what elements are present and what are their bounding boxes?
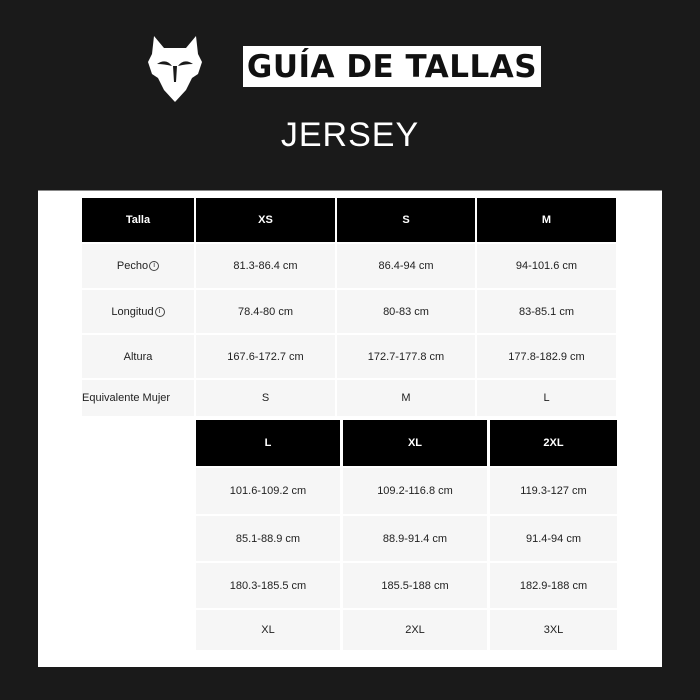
value-cell: M [337,380,475,416]
value-cell-text: 180.3-185.5 cm [229,579,307,592]
value-cell-text: XL [261,624,275,636]
header-cell-text: XS [258,214,273,226]
value-cell: 94-101.6 cm [477,244,616,288]
value-cell: L [477,380,616,416]
row-label-text: Equivalente Mujer [82,392,171,404]
value-cell: 83-85.1 cm [477,290,616,333]
value-cell: 167.6-172.7 cm [196,335,335,378]
row-label-text: Pecho [116,260,149,272]
header-cell: L [196,420,340,466]
value-cell: 81.3-86.4 cm [196,244,335,288]
header-cell-text: M [541,214,552,226]
header-cell: S [337,198,475,242]
info-icon[interactable]: i [154,306,165,317]
row-label: Equivalente Mujer [82,380,194,416]
value-cell-text: 91.4-94 cm [525,532,582,545]
value-cell-text: S [261,392,270,404]
value-cell-text: 2XL [405,624,425,636]
value-cell-text: 81.3-86.4 cm [233,260,298,272]
value-cell: 109.2-116.8 cm [343,468,487,514]
value-cell-text: M [401,392,411,404]
value-cell: 80-83 cm [337,290,475,333]
value-cell: 182.9-188 cm [490,563,617,608]
value-cell-text: L [543,392,550,404]
value-cell-text: 86.4-94 cm [378,260,434,272]
row-label: Pecho i [82,244,194,288]
value-cell-text: 119.3-127 cm [520,485,587,497]
value-cell-text: 80-83 cm [383,305,429,318]
header-cell-text: L [264,437,272,449]
product-subtitle: JERSEY [280,116,420,154]
value-cell: 101.6-109.2 cm [196,468,340,514]
value-cell: 2XL [343,610,487,650]
header-cell: M [477,198,616,242]
value-cell-text: 182.9-188 cm [519,579,588,592]
value-cell: 91.4-94 cm [490,516,617,561]
value-cell: 172.7-177.8 cm [337,335,475,378]
value-cell-text: 85.1-88.9 cm [235,532,301,545]
value-cell-text: 109.2-116.8 cm [377,485,453,497]
fox-logo [148,36,202,102]
value-cell: 85.1-88.9 cm [196,516,340,561]
header-cell: XS [196,198,335,242]
value-cell-text: 3XL [543,624,564,636]
header-cell: XL [343,420,487,466]
value-cell: 86.4-94 cm [337,244,475,288]
value-cell: 3XL [490,610,617,650]
value-cell-text: 101.6-109.2 cm [229,485,307,497]
value-cell: 180.3-185.5 cm [196,563,340,608]
value-cell-text: 83-85.1 cm [518,305,575,318]
value-cell: 119.3-127 cm [490,468,617,514]
value-cell: XL [196,610,340,650]
row-label-text: Longitud [111,305,154,318]
header-cell: 2XL [490,420,617,466]
value-cell-text: 177.8-182.9 cm [508,350,585,363]
header-cell-text: Talla [125,214,151,226]
value-cell-text: 167.6-172.7 cm [227,350,304,363]
value-cell-text: 78.4-80 cm [237,305,294,318]
value-cell: 88.9-91.4 cm [343,516,487,561]
header-cell-text: S [402,214,410,226]
info-icon[interactable]: i [149,261,160,271]
value-cell: S [196,380,335,416]
row-label-text: Altura [123,350,153,363]
row-label: Altura [82,335,194,378]
value-cell: 177.8-182.9 cm [477,335,616,378]
header-cell: Talla [82,198,194,242]
value-cell: 78.4-80 cm [196,290,335,333]
value-cell-text: 172.7-177.8 cm [367,350,445,363]
value-cell-text: 94-101.6 cm [515,260,578,272]
page-title: GUÍA DE TALLAS [243,46,541,87]
value-cell: 185.5-188 cm [343,563,487,608]
header-cell-text: XL [407,437,423,449]
row-label: Longitud i [82,290,194,333]
header-cell-text: 2XL [543,437,564,449]
value-cell-text: 185.5-188 cm [381,579,449,592]
value-cell-text: 88.9-91.4 cm [382,532,448,545]
